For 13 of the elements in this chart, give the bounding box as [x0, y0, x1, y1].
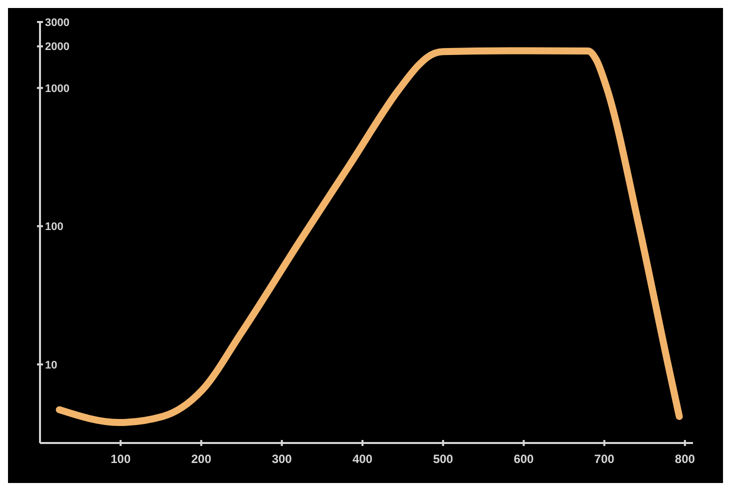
x-tick-label: 300 — [272, 452, 292, 466]
y-tick-label: 1000 — [45, 82, 70, 95]
x-tick-label: 800 — [674, 452, 696, 466]
x-tick-label: 700 — [594, 452, 615, 466]
x-tick-label: 200 — [191, 452, 212, 466]
y-tick-label: 3000 — [45, 16, 70, 29]
x-tick-label: 100 — [110, 452, 131, 466]
y-tick-label: 100 — [45, 221, 64, 234]
y-tick-label: 10 — [45, 359, 58, 372]
x-tick-label: 400 — [352, 452, 373, 466]
x-tick-label: 600 — [514, 452, 534, 466]
x-tick-label: 500 — [433, 452, 454, 466]
y-tick-label: 2000 — [45, 41, 70, 54]
